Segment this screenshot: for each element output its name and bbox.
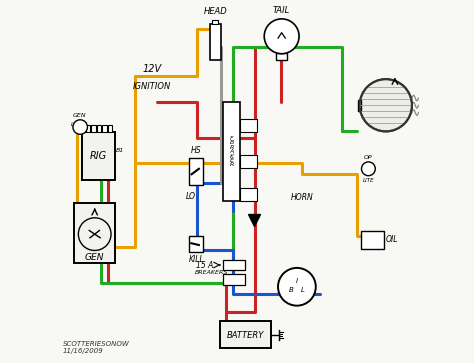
Bar	[223, 260, 245, 270]
Circle shape	[278, 268, 316, 306]
Bar	[223, 102, 240, 201]
Text: F
B
R
A
K
E
R: F B R A K E R	[229, 136, 234, 167]
Circle shape	[362, 162, 375, 176]
Bar	[97, 125, 101, 132]
Bar	[212, 20, 218, 24]
Bar	[361, 231, 384, 249]
Bar	[240, 188, 257, 201]
Bar	[108, 125, 112, 132]
Bar	[82, 132, 115, 180]
Text: BATTERY: BATTERY	[227, 331, 264, 339]
Bar	[276, 53, 287, 60]
Bar	[91, 125, 96, 132]
Bar	[240, 119, 257, 132]
Circle shape	[73, 120, 87, 134]
Text: 15 A: 15 A	[196, 261, 214, 270]
Bar	[102, 125, 107, 132]
Text: 12V: 12V	[142, 64, 161, 74]
Bar	[86, 125, 91, 132]
Text: TAIL: TAIL	[273, 6, 290, 15]
Text: HS: HS	[191, 146, 201, 155]
Text: KILL: KILL	[189, 255, 204, 264]
Bar	[358, 100, 361, 111]
Text: HORN: HORN	[291, 193, 313, 202]
Circle shape	[264, 19, 299, 54]
Text: OP: OP	[364, 155, 373, 160]
Bar	[210, 24, 221, 60]
Bar	[189, 158, 203, 185]
Text: GEN: GEN	[85, 253, 104, 262]
Text: B: B	[288, 287, 293, 293]
Text: B1: B1	[115, 148, 124, 153]
Circle shape	[360, 79, 412, 131]
Bar	[189, 236, 203, 252]
Text: L: L	[301, 287, 305, 293]
Text: LO: LO	[185, 192, 196, 201]
Text: OIL: OIL	[386, 235, 398, 244]
Bar	[240, 155, 257, 168]
Bar	[220, 321, 272, 348]
Text: I: I	[296, 278, 298, 284]
Text: BREAKERS: BREAKERS	[194, 270, 228, 275]
Text: RIG: RIG	[90, 151, 107, 161]
Circle shape	[78, 218, 111, 250]
Text: SCOTTERIESONOW
11/16/2009: SCOTTERIESONOW 11/16/2009	[63, 341, 129, 354]
Text: IGNITION: IGNITION	[133, 82, 171, 91]
Text: HEAD: HEAD	[203, 7, 227, 16]
Text: GEN: GEN	[73, 113, 86, 118]
Text: LIGHT: LIGHT	[71, 122, 87, 127]
Text: LITE: LITE	[363, 178, 374, 183]
Bar	[74, 203, 115, 263]
Bar	[223, 274, 245, 285]
